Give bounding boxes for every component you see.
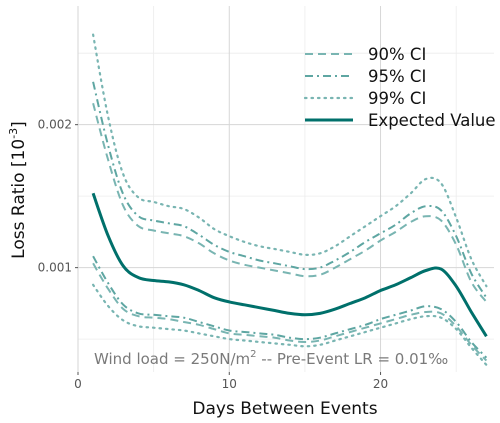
plot-panel — [78, 6, 494, 372]
annotation-prefix: Wind load = 250N/m — [94, 350, 250, 368]
series-line-99-ci — [92, 33, 488, 288]
series-line-90-ci — [92, 262, 488, 362]
series-line-99-ci — [92, 283, 488, 366]
y-tick-label: 0.001 — [38, 261, 72, 275]
legend-label-expected-value: Expected Value — [368, 111, 496, 130]
series-line-95-ci — [92, 81, 488, 299]
x-tick-label: 20 — [373, 377, 388, 391]
series-line-95-ci — [92, 255, 488, 359]
series-layer — [91, 33, 488, 366]
y-axis-title-main: Loss Ratio [10 — [9, 139, 29, 259]
grid-major — [77, 6, 494, 372]
y-axis-title-exp: -3 — [7, 128, 20, 139]
x-tick-label: 0 — [74, 377, 82, 391]
x-axis-title: Days Between Events — [192, 399, 377, 419]
series-line-90-ci — [92, 102, 488, 303]
legend-label-95-ci: 95% CI — [368, 67, 426, 86]
y-axis-ticks: 0.001 0.002 — [38, 118, 78, 275]
y-tick-label: 0.002 — [38, 118, 72, 132]
annotation-suffix: -- Pre-Event LR = 0.01‰ — [257, 350, 449, 368]
annotation: Wind load = 250N/m2 -- Pre-Event LR = 0.… — [94, 349, 448, 368]
annotation-exponent: 2 — [250, 349, 256, 360]
y-axis-title-suffix: ] — [9, 121, 29, 128]
legend-label-90-ci: 90% CI — [368, 45, 426, 64]
x-tick-label: 10 — [222, 377, 237, 391]
legend-label-99-ci: 99% CI — [368, 89, 426, 108]
x-axis-ticks: 0 10 20 — [74, 372, 388, 391]
y-axis-title: Loss Ratio [10-3] — [7, 121, 29, 259]
legend: 90% CI 95% CI 99% CI Expected Value — [303, 45, 496, 130]
series-line-expected-value — [91, 192, 488, 338]
grid-minor — [78, 6, 494, 372]
